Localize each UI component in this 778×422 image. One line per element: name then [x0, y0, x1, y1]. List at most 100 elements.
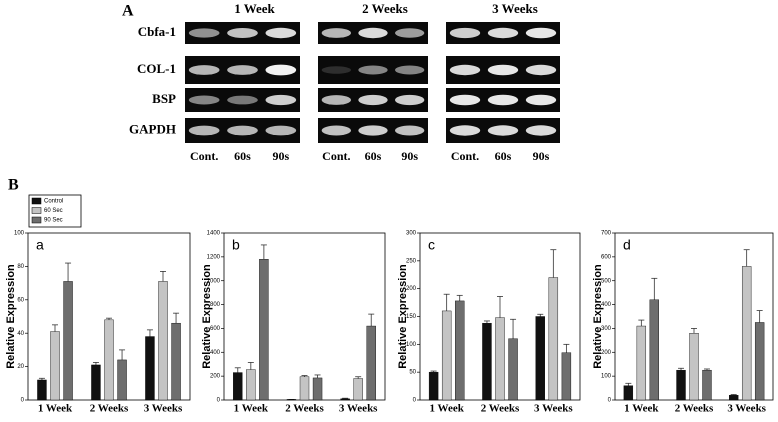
- y-tick-label: 200: [210, 374, 221, 380]
- y-tick-label: 40: [17, 331, 24, 337]
- y-tick-label: 100: [601, 374, 612, 380]
- gel-band: [525, 27, 557, 39]
- bar: [741, 266, 752, 401]
- gel-band: [188, 65, 220, 75]
- y-tick-label: 200: [406, 286, 417, 292]
- gel-band: [188, 95, 220, 105]
- gel-band: [395, 125, 425, 136]
- bar: [508, 338, 518, 401]
- gel-band: [395, 28, 425, 38]
- y-tick-label: 500: [601, 278, 612, 284]
- bar: [366, 325, 376, 401]
- gel-band: [449, 94, 481, 106]
- bar: [636, 325, 647, 401]
- lane-label: 60s: [365, 149, 382, 163]
- group-title: 2 Weeks: [362, 1, 408, 16]
- lane-label: Cont.: [322, 149, 350, 163]
- x-tick-label: 1 Week: [234, 403, 269, 415]
- legend-swatch: [31, 207, 42, 214]
- gel-band: [321, 28, 352, 38]
- x-tick-label: 1 Week: [624, 403, 659, 415]
- chart-label: c: [428, 237, 435, 253]
- legend-swatch: [31, 216, 42, 224]
- gel-band: [265, 125, 297, 136]
- legend-label: Control: [44, 199, 63, 205]
- x-tick-label: 3 Weeks: [534, 403, 573, 415]
- bar: [482, 322, 492, 401]
- chart-label: a: [36, 237, 44, 253]
- gel-band: [265, 64, 297, 76]
- y-tick-label: 1000: [207, 278, 221, 284]
- bar: [299, 376, 310, 401]
- panel-label: B: [8, 177, 19, 194]
- y-tick-label: 150: [406, 314, 417, 320]
- gene-label: COL-1: [137, 61, 176, 76]
- gel-band: [227, 28, 258, 38]
- x-tick-label: 2 Weeks: [675, 403, 714, 415]
- bar: [702, 369, 712, 401]
- gel-band: [525, 125, 557, 136]
- gel-band: [265, 27, 297, 39]
- bar: [286, 399, 297, 401]
- y-tick-label: 60: [17, 297, 24, 303]
- gel-band: [321, 66, 352, 74]
- x-tick-label: 2 Weeks: [481, 403, 520, 415]
- y-axis-label: Relative Expression: [5, 264, 17, 369]
- bar: [455, 300, 465, 401]
- bar: [233, 372, 243, 401]
- x-tick-label: 3 Weeks: [144, 403, 183, 415]
- bar: [91, 364, 101, 401]
- lane-label: 90s: [533, 149, 550, 163]
- x-tick-label: 1 Week: [430, 403, 465, 415]
- legend-swatch: [31, 197, 42, 205]
- bar: [623, 385, 634, 401]
- y-axis-label: Relative Expression: [201, 264, 213, 369]
- bar: [729, 395, 739, 401]
- x-tick-label: 1 Week: [38, 403, 73, 415]
- bar: [312, 377, 323, 401]
- bar: [495, 317, 505, 401]
- lane-label: 60s: [234, 149, 251, 163]
- bar: [117, 359, 127, 401]
- group-title: 1 Week: [234, 1, 275, 16]
- gene-label: GAPDH: [129, 121, 176, 136]
- gene-label: BSP: [152, 91, 176, 106]
- group-title: 3 Weeks: [492, 1, 538, 16]
- y-tick-label: 300: [601, 326, 612, 332]
- x-tick-label: 2 Weeks: [90, 403, 129, 415]
- lane-label: 90s: [272, 149, 289, 163]
- bar: [104, 319, 114, 401]
- y-tick-label: 1200: [207, 254, 221, 260]
- gel-band: [188, 125, 220, 136]
- bar: [649, 299, 659, 401]
- bar: [259, 259, 269, 401]
- gel-band: [321, 95, 352, 105]
- x-tick-label: 2 Weeks: [285, 403, 324, 415]
- gel-band: [395, 94, 425, 106]
- y-tick-label: 0: [21, 398, 25, 404]
- bar: [689, 333, 699, 401]
- gel-band: [227, 125, 258, 136]
- y-axis-label: Relative Expression: [397, 264, 409, 369]
- gel-band: [358, 65, 388, 75]
- lane-label: Cont.: [451, 149, 479, 163]
- gel-band: [227, 65, 258, 75]
- bar: [37, 379, 47, 401]
- chart-label: d: [623, 237, 631, 253]
- panel-label: A: [122, 3, 134, 20]
- gel-band: [449, 125, 481, 136]
- y-tick-label: 600: [210, 326, 221, 332]
- gel-band: [487, 94, 519, 106]
- gel-band: [358, 125, 388, 136]
- y-tick-label: 400: [601, 302, 612, 308]
- lane-label: Cont.: [190, 149, 218, 163]
- y-tick-label: 100: [406, 342, 417, 348]
- lane-label: 60s: [495, 149, 512, 163]
- gel-band: [525, 94, 557, 106]
- y-tick-label: 50: [409, 370, 416, 376]
- legend-label: 60 Sec: [44, 208, 63, 214]
- gene-label: Cbfa-1: [138, 24, 176, 39]
- bar: [171, 322, 181, 401]
